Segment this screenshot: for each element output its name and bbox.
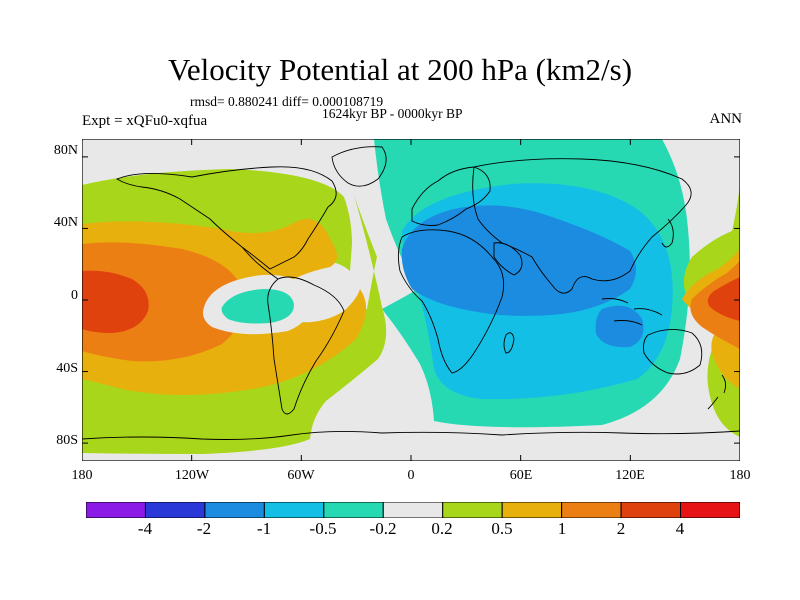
north-africa-asia-negative-region [401, 205, 636, 316]
north-america-coast [115, 166, 337, 270]
colorbar-label: -4 [137, 519, 153, 538]
colorbar-label: -1 [256, 519, 272, 538]
coastlines [82, 146, 740, 440]
colorbar-box [442, 502, 503, 518]
central-america-coast [241, 246, 279, 280]
colorbar-box [144, 502, 206, 518]
south-america-coast [267, 276, 345, 415]
colorbar-label: -0.2 [369, 519, 397, 538]
colorbar-label: 1 [557, 519, 567, 538]
indonesia-negative-region [595, 305, 644, 348]
africa-coast [397, 229, 505, 374]
season-label: ANN [709, 111, 743, 127]
lon-label-60w: 60W [287, 468, 315, 483]
lat-label-eq: 0 [71, 288, 78, 303]
colorbar-label: 0.2 [431, 519, 453, 538]
east-pacific-small-negative-region [221, 289, 294, 324]
japan-coast [661, 218, 674, 248]
plot-title: Velocity Potential at 200 hPa (km2/s) [167, 52, 633, 87]
lon-label-180e: 180 [729, 468, 751, 483]
lon-label-60e: 60E [509, 468, 533, 483]
colorbar-label: 0.5 [491, 519, 513, 538]
colorbar-box [620, 502, 682, 518]
stats-line: rmsd= 0.880241 diff= 0.000108719 [190, 94, 384, 109]
australia-coast [643, 329, 703, 375]
new-zealand-coast [707, 374, 727, 410]
colorbar-box [680, 502, 740, 518]
central-pacific-positive-region [82, 242, 245, 362]
lat-label-80n: 80N [53, 143, 78, 158]
colorbar-box [86, 502, 146, 518]
lat-label-80s: 80S [56, 433, 78, 448]
colorbar-box [501, 502, 563, 518]
pacific-core-positive-region [82, 270, 149, 333]
colorbar-box [561, 502, 622, 518]
colorbar-box [382, 502, 444, 518]
colorbar-box [323, 502, 384, 518]
arabia-coast [493, 242, 523, 276]
colorbar-label: 2 [616, 519, 626, 538]
period-label: 1624kyr BP - 0000kyr BP [322, 106, 463, 121]
west-pacific-core-positive-region [707, 277, 740, 321]
lon-label-120e: 120E [615, 468, 645, 483]
colorbar [86, 502, 740, 518]
madagascar-coast [503, 332, 515, 354]
experiment-label: Expt = xQFu0-xqfua [82, 113, 208, 129]
colorbar-box [204, 502, 265, 518]
colorbar-label: -2 [196, 519, 212, 538]
colorbar-label: -0.5 [309, 519, 337, 538]
lat-label-40s: 40S [56, 361, 78, 376]
velocity-potential-map [82, 139, 740, 461]
lon-label-0: 0 [407, 468, 415, 483]
antarctica-coast [82, 430, 740, 440]
lon-label-120w: 120W [174, 468, 210, 483]
indonesia-coast [601, 298, 663, 326]
greenland-coast [331, 146, 387, 187]
colorbar-box [263, 502, 325, 518]
colorbar-label: 4 [675, 519, 685, 538]
lat-label-40n: 40N [53, 215, 78, 230]
lon-label-180w: 180 [71, 468, 93, 483]
europe-coast [411, 166, 491, 226]
